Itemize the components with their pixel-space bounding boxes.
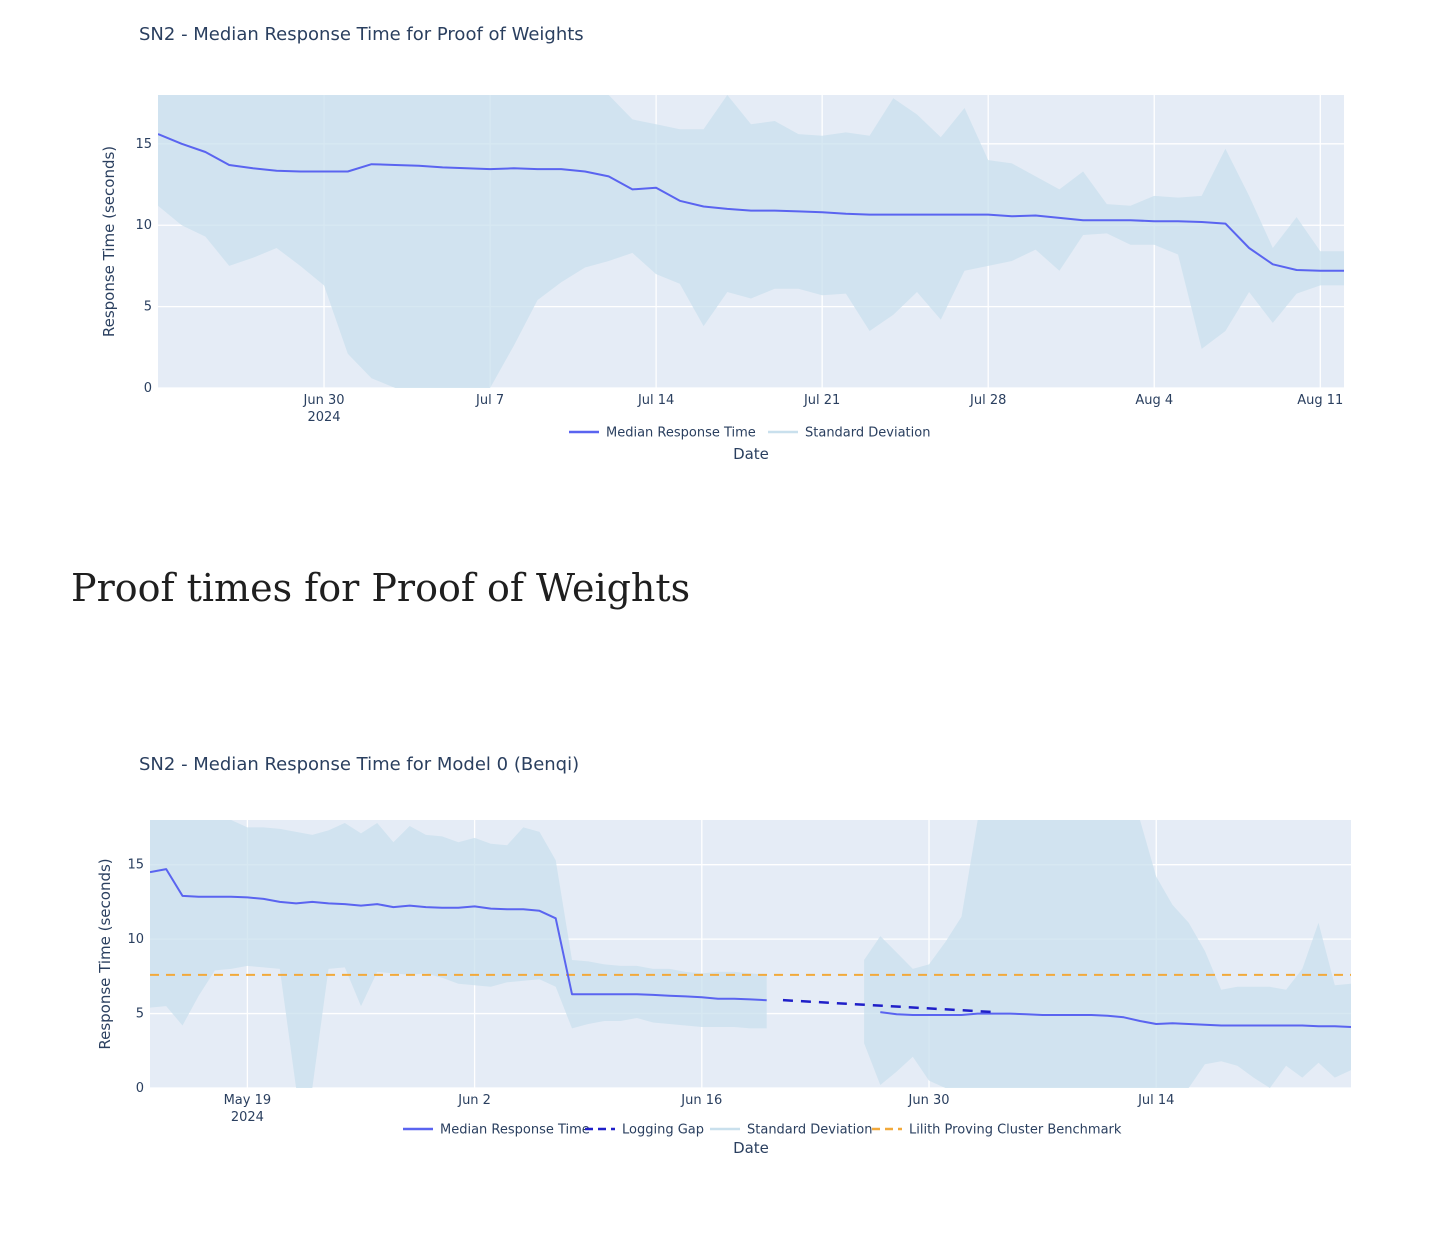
legend-label: Standard Deviation xyxy=(805,426,930,441)
x-tick-label: Jul 21 xyxy=(803,393,840,408)
y-tick-label: 15 xyxy=(135,137,152,152)
x-tick-label: Jun 2 xyxy=(457,1093,491,1108)
legend-label: Median Response Time xyxy=(606,426,756,441)
std-dev-band xyxy=(150,820,767,1088)
chart-svg: SN2 - Median Response Time for Proof of … xyxy=(100,24,1344,463)
legend-label: Logging Gap xyxy=(622,1123,704,1138)
y-axis-title: Response Time (seconds) xyxy=(100,146,118,337)
y-tick-label: 5 xyxy=(136,1007,144,1022)
legend: Median Response Time Standard Deviation xyxy=(569,426,930,441)
legend-item: Standard Deviation xyxy=(768,426,930,441)
legend-item: Lilith Proving Cluster Benchmark xyxy=(872,1123,1122,1138)
x-tick-year-label: 2024 xyxy=(231,1110,264,1125)
y-tick-label: 15 xyxy=(127,858,144,873)
x-tick-label: Jul 14 xyxy=(637,393,674,408)
std-dev-band xyxy=(864,820,1351,1088)
x-tick-label: Jul 28 xyxy=(969,393,1006,408)
chart-title: SN2 - Median Response Time for Proof of … xyxy=(139,24,584,45)
chart-proof-of-weights: SN2 - Median Response Time for Proof of … xyxy=(0,0,1448,480)
y-axis-title: Response Time (seconds) xyxy=(96,858,114,1049)
legend: Median Response Time Logging Gap Standard … xyxy=(403,1123,1122,1138)
chart-title: SN2 - Median Response Time for Model 0 (… xyxy=(139,754,579,775)
y-tick-label: 10 xyxy=(135,218,152,233)
median-line xyxy=(150,868,767,1002)
legend-label: Lilith Proving Cluster Benchmark xyxy=(909,1123,1122,1138)
y-tick-label: 0 xyxy=(144,381,152,396)
median-line xyxy=(880,1011,1351,1028)
legend-item: Median Response Time xyxy=(403,1123,590,1138)
legend-item: Median Response Time xyxy=(569,426,756,441)
legend-item: Logging Gap xyxy=(585,1123,704,1138)
chart-model-0-benqi: SN2 - Median Response Time for Model 0 (… xyxy=(0,730,1448,1170)
x-tick-year-label: 2024 xyxy=(307,410,340,425)
y-tick-label: 0 xyxy=(136,1081,144,1096)
x-tick-label: Jun 30 xyxy=(908,1093,950,1108)
plot-content xyxy=(150,820,1351,1088)
x-tick-label: Jun 30 xyxy=(303,393,345,408)
x-axis-title: Date xyxy=(733,445,769,463)
x-tick-label: Aug 11 xyxy=(1297,393,1343,408)
legend-label: Median Response Time xyxy=(440,1123,590,1138)
x-tick-label: Jun 16 xyxy=(680,1093,722,1108)
section-heading: Proof times for Proof of Weights xyxy=(71,566,691,610)
x-tick-label: Aug 4 xyxy=(1135,393,1173,408)
plot-content xyxy=(158,95,1344,388)
chart-svg: SN2 - Median Response Time for Model 0 (… xyxy=(96,754,1351,1157)
x-tick-label: Jul 14 xyxy=(1137,1093,1174,1108)
median-line xyxy=(158,133,1344,272)
y-tick-label: 5 xyxy=(144,300,152,315)
x-tick-label: Jul 7 xyxy=(475,393,504,408)
y-tick-label: 10 xyxy=(127,932,144,947)
legend-label: Standard Deviation xyxy=(747,1123,872,1138)
x-tick-label: May 19 xyxy=(224,1093,272,1108)
legend-item: Standard Deviation xyxy=(710,1123,872,1138)
x-axis-title: Date xyxy=(733,1139,769,1157)
